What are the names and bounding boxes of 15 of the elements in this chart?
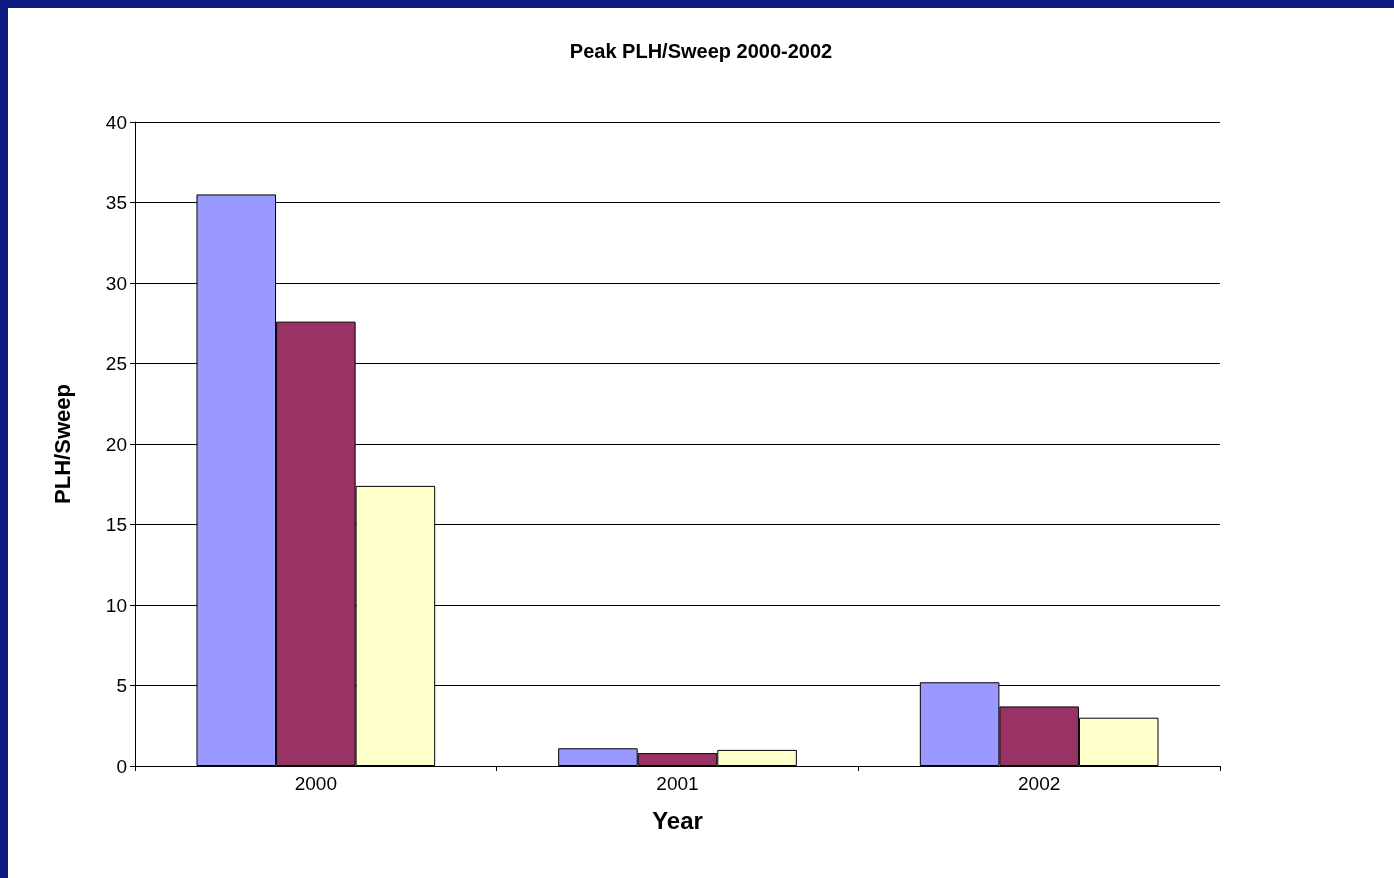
x-tick-label: 2001: [656, 773, 699, 794]
y-tick-label: 15: [105, 514, 127, 535]
x-tick-label: 2002: [1018, 773, 1061, 794]
y-tick-label: 10: [105, 594, 127, 616]
y-tick-label: 25: [105, 353, 127, 374]
y-tick-label: 20: [105, 433, 127, 455]
x-axis-title: Year: [652, 806, 703, 834]
chart-title: Peak PLH/Sweep 2000-2002: [569, 40, 833, 62]
y-tick-label: 30: [105, 272, 127, 294]
y-tick-label: 40: [105, 111, 127, 133]
y-axis-title: PLH/Sweep: [49, 384, 75, 504]
y-tick-label: 5: [116, 675, 127, 696]
y-tick-label: 0: [116, 755, 127, 777]
y-tick-label: 35: [105, 192, 127, 213]
x-tick-label: 2000: [294, 773, 337, 794]
